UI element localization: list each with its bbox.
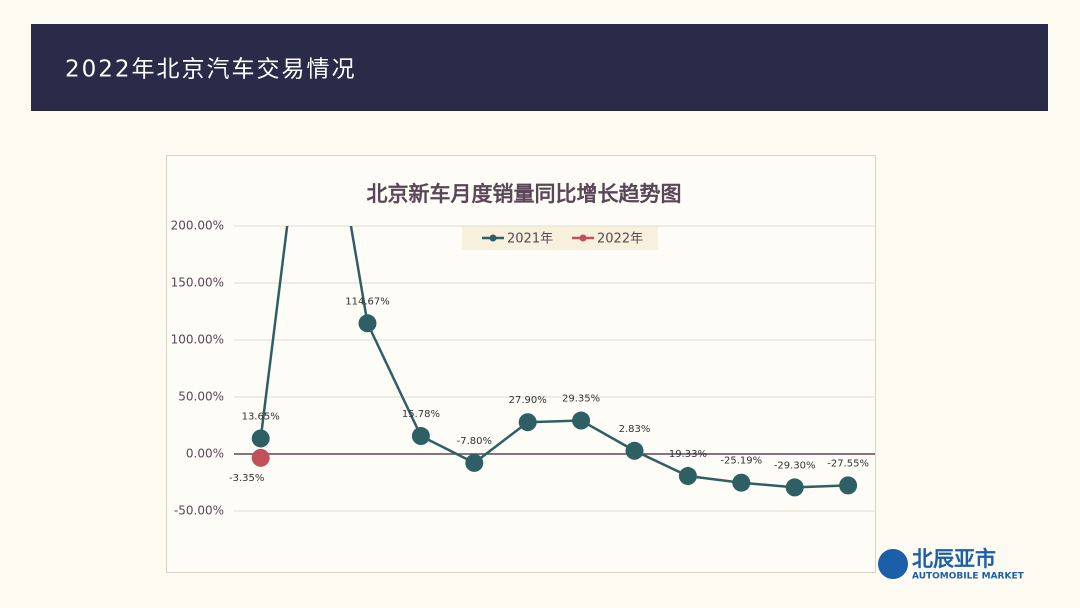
chart-box <box>166 155 876 573</box>
data-point <box>625 441 644 460</box>
header-title: 2022年北京汽车交易情况 <box>65 57 357 83</box>
logo-name: 北辰亚市 <box>912 547 996 571</box>
data-point <box>411 427 430 446</box>
header-bar <box>31 24 1048 111</box>
y-tick-label: 100.00% <box>171 333 224 347</box>
y-tick-label: 0.00% <box>186 447 224 461</box>
data-point <box>732 473 751 492</box>
plot: -50.00% 0.00% 50.00% 100.00% 150.00% 200.00% 1… <box>171 219 875 518</box>
chart-title: 北京新车月度销量同比增长趋势图 <box>367 182 682 206</box>
y-tick-label: 200.00% <box>171 219 224 233</box>
data-point <box>518 413 537 432</box>
data-label: 27.90% <box>509 395 547 406</box>
data-point <box>839 476 858 495</box>
data-label: -27.55% <box>827 458 869 469</box>
data-point <box>251 448 270 467</box>
data-point <box>465 453 484 472</box>
data-point <box>572 411 591 430</box>
legend-marker <box>489 234 497 242</box>
legend-marker <box>579 234 587 242</box>
data-label: 19.33% <box>669 449 707 460</box>
data-label: 2.83% <box>619 424 651 435</box>
data-label: -7.80% <box>457 436 492 447</box>
data-label: -3.35% <box>229 473 264 484</box>
logo-icon <box>878 549 908 579</box>
series-group <box>251 226 858 497</box>
logo-subtitle: AUTOMOBILE MARKET <box>912 572 1025 582</box>
legend-label: 2021年 <box>507 232 553 247</box>
data-label: 29.35% <box>562 394 600 405</box>
data-label: 15.78% <box>402 409 440 420</box>
y-tick-label: 150.00% <box>171 276 224 290</box>
legend-label: 2022年 <box>597 232 643 247</box>
data-label: -29.30% <box>774 460 816 471</box>
data-point <box>251 429 270 448</box>
data-point <box>678 467 697 486</box>
data-point <box>358 314 377 333</box>
data-label: -25.19% <box>720 456 762 467</box>
y-tick-label: 50.00% <box>178 390 224 404</box>
y-tick-label: -50.00% <box>174 504 224 518</box>
data-label: 114.67% <box>345 296 390 307</box>
data-point <box>785 478 804 497</box>
data-label: 13.65% <box>242 411 280 422</box>
